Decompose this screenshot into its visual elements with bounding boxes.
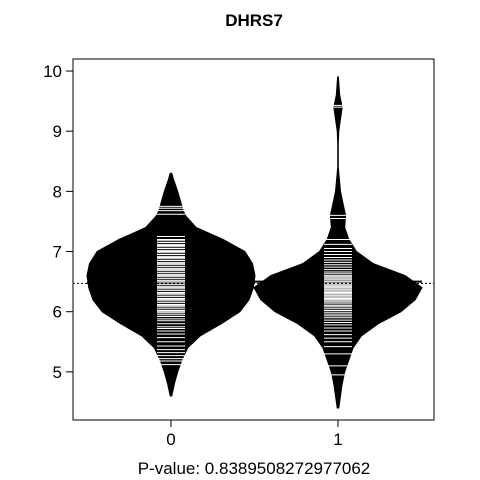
bean-group-1 xyxy=(253,76,423,409)
y-tick-label-7: 7 xyxy=(53,243,62,262)
x-tick-label-1: 1 xyxy=(333,430,342,449)
beans-layer xyxy=(86,76,423,409)
y-tick-label-5: 5 xyxy=(53,363,62,382)
y-tick-label-6: 6 xyxy=(53,303,62,322)
y-tick-label-10: 10 xyxy=(43,62,62,81)
chart-title: DHRS7 xyxy=(225,11,283,30)
y-tick-label-8: 8 xyxy=(53,182,62,201)
bean-group-0 xyxy=(86,172,256,397)
x-tick-label-0: 0 xyxy=(166,430,175,449)
x-axis-label: P-value: 0.8389508272977062 xyxy=(138,459,371,478)
bean-density-1 xyxy=(253,76,423,409)
y-tick-label-9: 9 xyxy=(53,122,62,141)
y-axis: 5 6 7 8 9 10 xyxy=(43,62,74,382)
